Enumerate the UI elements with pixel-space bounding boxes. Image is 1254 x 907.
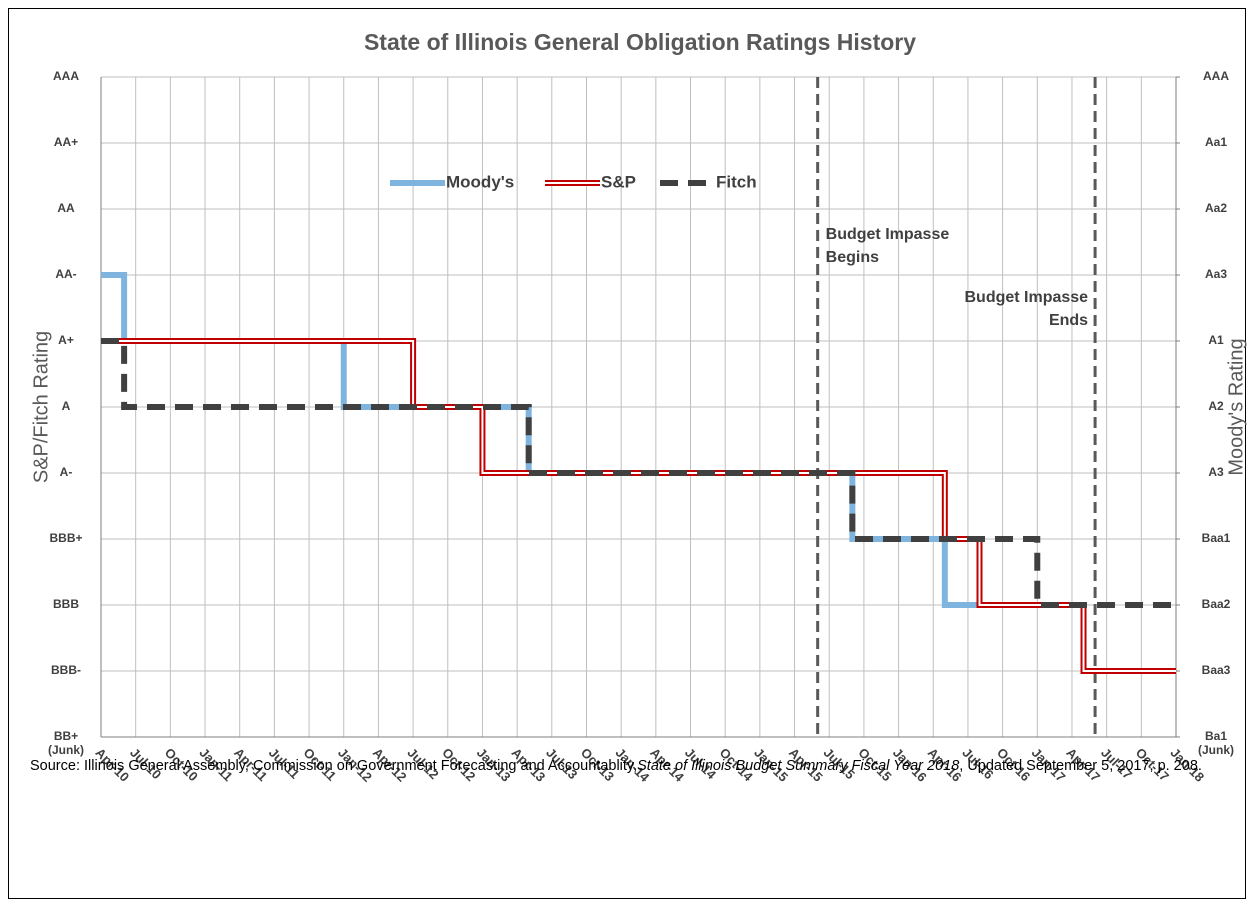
y-tick-label: A+ (58, 333, 74, 347)
y-tick-label: BB+ (Junk) (48, 729, 84, 757)
y-tick-label: BBB+ (49, 531, 82, 545)
y-tick-label: BBB (53, 597, 79, 611)
y2-tick-label: A1 (1208, 333, 1224, 347)
y2-tick-label: Aa1 (1205, 135, 1227, 149)
source-note: Source: Illinois General Assembly, Commi… (30, 756, 1230, 777)
y-axis-title: S&P/Fitch Rating (30, 331, 52, 483)
y2-tick-label: Baa1 (1202, 531, 1231, 545)
annotation-text: Begins (826, 249, 879, 266)
chart-title: State of Illinois General Obligation Rat… (364, 29, 916, 55)
annotation-text: Ends (1049, 312, 1088, 329)
y2-tick-label: Baa3 (1202, 663, 1231, 677)
legend-label: Fitch (716, 172, 757, 191)
y-tick-label: A- (60, 465, 73, 479)
y-tick-label: AA+ (54, 135, 78, 149)
legend-label: Moody's (446, 172, 514, 191)
y2-tick-label: Ba1 (Junk) (1198, 729, 1234, 757)
y-tick-label: BBB- (51, 663, 81, 677)
y-tick-label: AA (57, 201, 75, 215)
y2-tick-label: A3 (1208, 465, 1224, 479)
y2-tick-label: AAA (1203, 69, 1229, 83)
source-text: Source: Illinois General Assembly, Commi… (30, 758, 638, 774)
y-tick-label: AAA (53, 69, 79, 83)
chart-border (8, 8, 1246, 899)
annotation-text: Budget Impasse (964, 289, 1088, 306)
y2-tick-label: A2 (1208, 399, 1224, 413)
source-title: State of Illinois Budget Summary Fiscal … (637, 758, 960, 774)
series-line-inner (101, 340, 1176, 672)
source-rest: , Updated September 5, 2017, p. 208. (959, 758, 1202, 774)
y2-tick-label: Aa2 (1205, 201, 1227, 215)
series-line (101, 338, 1176, 608)
annotation-text: Budget Impasse (826, 226, 950, 243)
y-tick-label: AA- (55, 267, 76, 281)
y2-axis-title: Moody's Rating (1225, 338, 1247, 475)
y2-tick-label: Aa3 (1205, 267, 1227, 281)
y2-tick-label: Baa2 (1202, 597, 1231, 611)
legend-label: S&P (601, 172, 636, 191)
y-tick-label: A (62, 399, 71, 413)
